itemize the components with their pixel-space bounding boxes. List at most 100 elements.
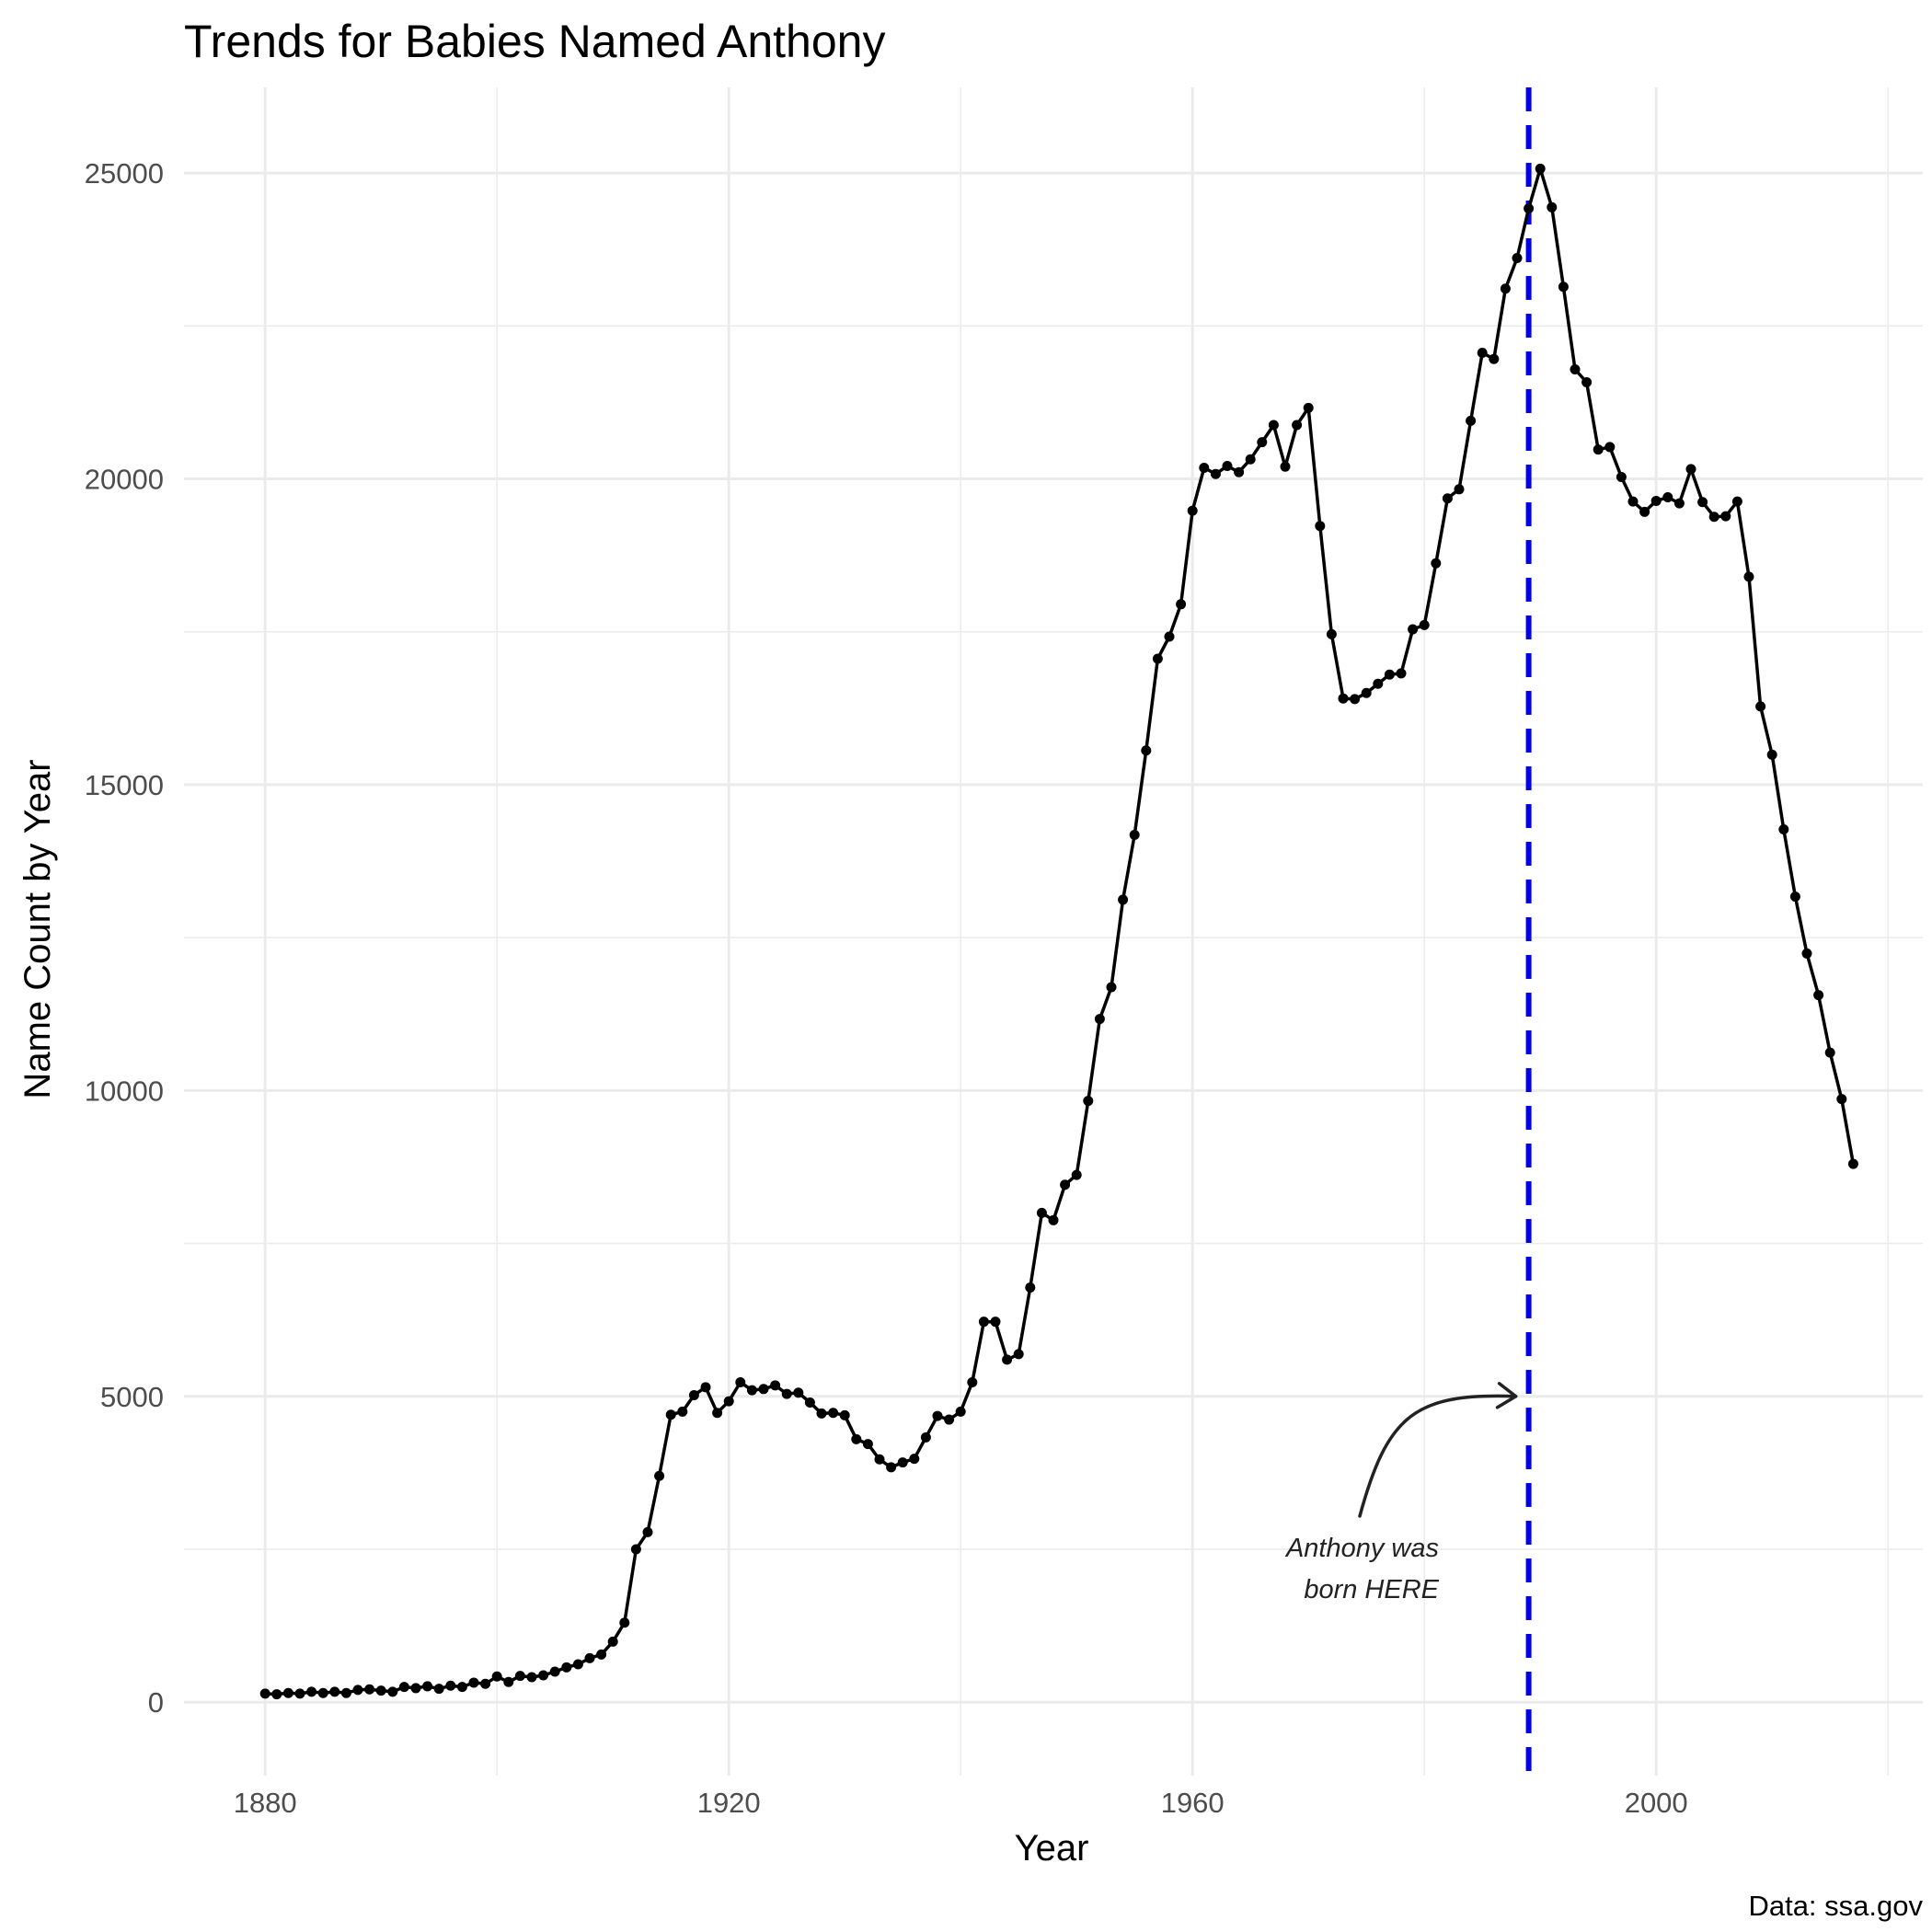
data-point — [1813, 990, 1824, 1001]
grid-layer — [184, 87, 1923, 1776]
data-point — [456, 1682, 467, 1693]
data-point — [1673, 498, 1685, 509]
data-point — [410, 1683, 421, 1694]
data-point — [1801, 948, 1812, 959]
data-point — [688, 1389, 699, 1400]
data-point — [990, 1317, 1001, 1328]
data-point — [1535, 163, 1546, 174]
data-point — [468, 1677, 479, 1688]
data-point — [874, 1454, 885, 1465]
data-point — [758, 1384, 769, 1395]
data-point — [1257, 437, 1268, 448]
data-point — [1268, 420, 1279, 431]
data-point — [584, 1652, 595, 1663]
data-point — [1639, 506, 1650, 517]
data-point — [282, 1687, 293, 1698]
data-point — [677, 1406, 688, 1417]
data-point — [549, 1666, 560, 1677]
data-point — [1547, 201, 1558, 213]
data-point — [1755, 701, 1766, 712]
data-point — [630, 1544, 641, 1555]
series-line — [265, 167, 1856, 1696]
data-point — [1824, 1047, 1835, 1058]
data-point — [1071, 1169, 1082, 1180]
data-point — [1396, 668, 1407, 679]
data-point — [909, 1454, 920, 1465]
data-point — [1245, 454, 1256, 465]
data-point — [1616, 472, 1627, 483]
data-point — [1512, 252, 1523, 263]
data-point — [781, 1388, 792, 1399]
data-point — [422, 1681, 433, 1692]
data-point — [1500, 283, 1511, 294]
data-point — [793, 1387, 804, 1398]
data-point — [433, 1684, 444, 1695]
data-point — [1384, 669, 1395, 680]
data-point — [1419, 619, 1430, 630]
y-tick-label: 25000 — [85, 157, 164, 190]
y-axis-title: Name Count by Year — [17, 759, 58, 1098]
data-point — [642, 1526, 653, 1537]
data-point — [1210, 468, 1221, 479]
y-tick-label: 10000 — [85, 1075, 164, 1107]
data-point — [967, 1376, 978, 1387]
data-point — [1292, 420, 1303, 431]
data-point — [445, 1680, 456, 1691]
data-point — [828, 1408, 839, 1419]
y-tick-label: 20000 — [85, 464, 164, 496]
data-point — [1025, 1282, 1036, 1293]
data-point — [816, 1408, 827, 1419]
data-point — [1743, 571, 1754, 582]
annotation-line-2: born HERE — [1304, 1575, 1439, 1604]
data-point — [723, 1396, 734, 1407]
data-point — [1431, 558, 1442, 569]
data-point — [1570, 363, 1581, 374]
data-point — [839, 1409, 850, 1420]
data-point — [596, 1649, 607, 1660]
caption: Data: ssa.gov — [1748, 1890, 1923, 1922]
data-point — [1315, 521, 1326, 532]
y-tick-label: 0 — [148, 1686, 164, 1719]
data-point — [1094, 1014, 1105, 1025]
data-point — [1778, 823, 1789, 834]
data-point — [1164, 631, 1175, 642]
data-point — [1002, 1354, 1013, 1365]
data-point — [886, 1462, 897, 1473]
data-point — [1141, 745, 1152, 756]
data-point — [712, 1408, 723, 1419]
data-point — [804, 1397, 815, 1408]
data-point — [1789, 891, 1800, 903]
data-point — [920, 1432, 931, 1443]
data-point — [770, 1380, 781, 1391]
data-point — [1627, 496, 1639, 507]
data-point — [1604, 442, 1616, 453]
data-point — [491, 1671, 502, 1682]
data-point — [561, 1662, 572, 1673]
series-layer — [259, 163, 1858, 1700]
data-point — [1152, 653, 1163, 664]
data-point — [1176, 599, 1187, 610]
data-point — [1129, 829, 1140, 840]
data-point — [978, 1317, 989, 1328]
data-point — [1489, 353, 1500, 364]
data-point — [398, 1682, 409, 1693]
data-point — [1697, 497, 1708, 508]
data-point — [1048, 1214, 1059, 1225]
data-point — [1466, 415, 1477, 426]
data-point — [317, 1687, 328, 1698]
data-point — [955, 1406, 966, 1417]
data-point — [352, 1685, 363, 1696]
data-point — [932, 1410, 943, 1421]
data-point — [364, 1684, 375, 1695]
data-point — [329, 1686, 340, 1697]
data-point — [1060, 1179, 1071, 1190]
annotation-layer: Anthony was born HERE — [1284, 1382, 1518, 1604]
x-tick-label: 2000 — [1625, 1787, 1688, 1819]
data-point — [1361, 687, 1372, 698]
data-point — [1408, 624, 1419, 635]
data-point — [1199, 463, 1210, 474]
data-point — [1836, 1094, 1847, 1105]
chart-title: Trends for Babies Named Anthony — [184, 16, 885, 67]
data-point — [1234, 466, 1245, 477]
data-point — [1662, 491, 1673, 502]
